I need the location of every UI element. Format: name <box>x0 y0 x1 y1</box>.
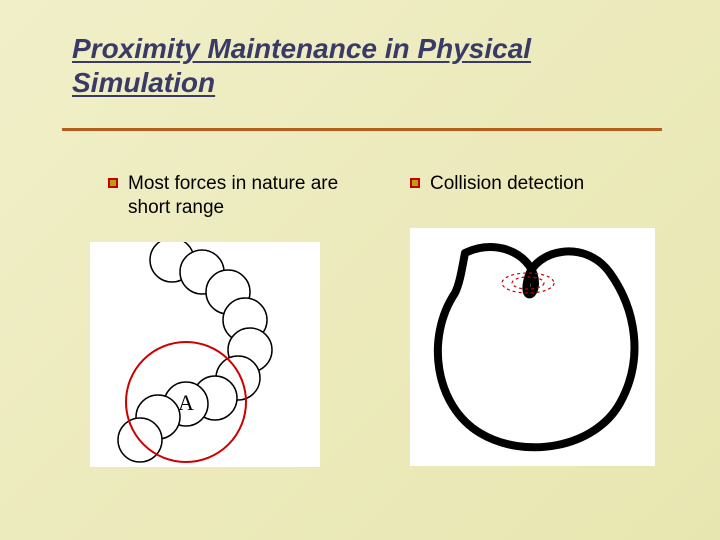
bullet-item-left: Most forces in nature are short range <box>108 172 378 220</box>
bullet-icon <box>108 178 118 188</box>
figure-proximity-circles: A <box>90 242 320 467</box>
bullet-item-right: Collision detection <box>410 172 670 196</box>
right-column: Collision detection <box>410 172 670 196</box>
svg-text:A: A <box>178 390 194 415</box>
left-column: Most forces in nature are short range <box>108 172 378 220</box>
bullet-text-right: Collision detection <box>430 172 584 196</box>
bullet-text-left: Most forces in nature are short range <box>128 172 378 220</box>
slide-title: Proximity Maintenance in Physical Simula… <box>72 32 632 99</box>
figure-collision-curve <box>410 228 655 466</box>
title-divider <box>62 128 662 131</box>
bullet-icon <box>410 178 420 188</box>
